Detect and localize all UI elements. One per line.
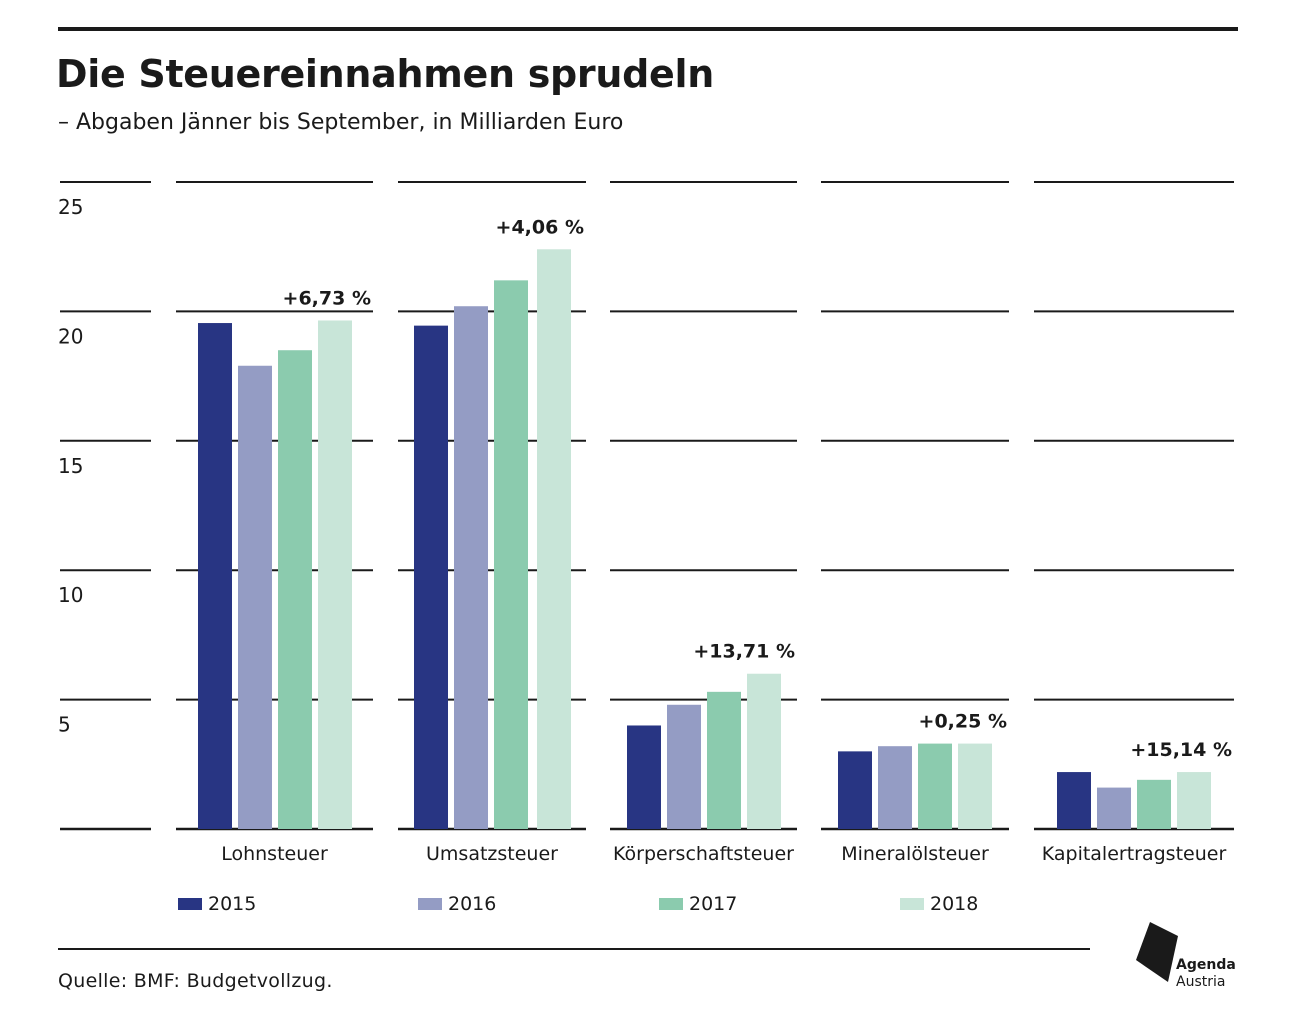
legend-swatch-2016 [418,898,442,910]
legend-item-2015: 2015 [178,892,256,916]
agenda-austria-logo: Agenda Austria [1134,922,1244,992]
bar-2018-4 [1177,772,1211,829]
y-tick-label: 25 [58,195,83,219]
legend-label-2018: 2018 [930,893,979,915]
bar-2017-4 [1137,779,1171,829]
x-category-label: Umsatzsteuer [426,843,558,865]
logo-text-agenda: Agenda [1176,957,1236,973]
legend-item-2017: 2017 [659,892,737,916]
bar-2015-1 [414,325,448,829]
bottom-rule [58,948,1090,950]
bar-2017-0 [278,350,312,829]
x-category-label: Mineralölsteuer [841,843,989,865]
change-annotation: +13,71 % [693,641,795,663]
y-tick-label: 15 [58,454,83,478]
change-annotation: +6,73 % [283,287,371,309]
legend-label-2016: 2016 [448,893,497,915]
legend-swatch-2015 [178,898,202,910]
y-tick-label: 20 [58,324,83,348]
chart-subtitle: – Abgaben Jänner bis September, in Milli… [58,110,624,135]
x-category-label: Kapitalertragsteuer [1042,843,1227,865]
legend-item-2018: 2018 [900,892,978,916]
bar-2017-3 [918,743,952,829]
bar-2016-0 [238,365,272,829]
x-category-label: Lohnsteuer [221,843,328,865]
x-category-label: Körperschaftsteuer [613,843,794,865]
logo-mark-icon [1136,922,1178,982]
bar-2016-1 [454,306,488,829]
legend-label-2015: 2015 [208,893,257,915]
bar-2015-0 [198,323,232,829]
legend-item-2016: 2016 [418,892,496,916]
bar-2017-2 [707,691,741,829]
top-rule [58,27,1238,31]
bar-2018-2 [747,673,781,829]
change-annotation: +4,06 % [496,216,584,238]
bar-2015-2 [627,725,661,829]
y-tick-label: 5 [58,713,71,737]
legend-swatch-2018 [900,898,924,910]
chart-title: Die Steuereinnahmen sprudeln [56,52,714,96]
legend-swatch-2017 [659,898,683,910]
bar-2017-1 [494,280,528,829]
change-annotation: +0,25 % [919,711,1007,733]
source-note: Quelle: BMF: Budgetvollzug. [58,970,333,992]
y-tick-label: 10 [58,583,83,607]
bar-2016-4 [1097,787,1131,829]
bar-2018-3 [958,743,992,829]
logo-text-austria: Austria [1176,974,1226,990]
bar-chart: 5 10 15 20 25 +6,73 % +4,06 % +13,71 % +0,25 % +1… [58,181,1234,865]
bar-2018-1 [537,249,571,830]
bar-2016-3 [878,746,912,829]
bar-2015-4 [1057,772,1091,829]
change-annotation: +15,14 % [1130,739,1232,761]
bar-2015-3 [838,751,872,829]
bar-2018-0 [318,320,352,829]
bar-2016-2 [667,704,701,829]
legend-label-2017: 2017 [689,893,738,915]
